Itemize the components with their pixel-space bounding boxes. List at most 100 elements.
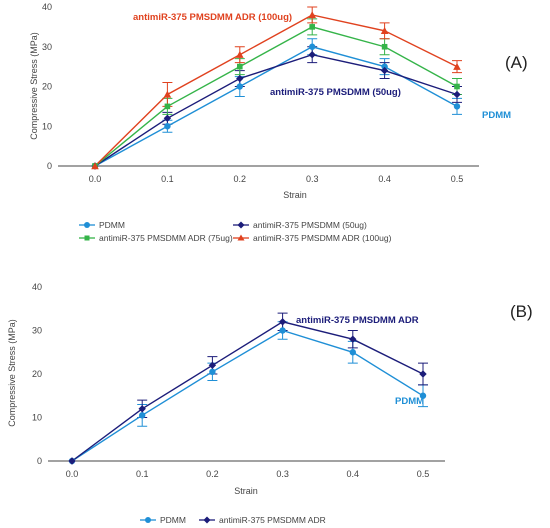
panel-b-ticks: 0 10 20 30 40 0.0 0.1 0.2 0.3 0.4 0.5 [32, 282, 429, 479]
panel-b-annotation-adr: antimiR-375 PMSDMM ADR [296, 315, 419, 326]
legend-label-pmsdmm50: antimiR-375 PMSDMM (50ug) [253, 220, 367, 230]
legend-item-b-pdmm: PDMM [140, 515, 186, 525]
legend-marker-b-adr [203, 516, 211, 524]
panel-b-point-antimir-375-pmsdmm-adr [419, 370, 427, 378]
legend-label-adr75: antimiR-375 PMSDMM ADR (75ug) [99, 233, 233, 243]
panel-a-point-antimir-375-pmsdmm-adr-100ug [236, 50, 244, 58]
panel-a-x-axis-label: Strain [283, 190, 307, 200]
panel-b-series-line-antimir-375-pmsdmm-adr [71, 321, 424, 462]
panel-a-series-line-pdmm [94, 46, 458, 167]
panel-a-point-antimir-375-pmsdmm-adr-100ug [380, 27, 389, 35]
panel-b-point-pdmm [419, 392, 427, 399]
legend-item-b-adr: antimiR-375 PMSDMM ADR [199, 515, 326, 525]
panel-a-y-tick-label: 10 [42, 121, 52, 131]
panel-a-point-antimir-375-pmsdmm-adr-100ug [91, 162, 99, 170]
panel-a-x-tick-label: 0.1 [161, 174, 174, 184]
panel-b-x-axis-label: Strain [234, 486, 258, 496]
panel-b-point-pdmm [279, 327, 286, 334]
panel-a-x-tick-label: 0.0 [89, 174, 102, 184]
panel-b-point-antimir-375-pmsdmm-adr [138, 405, 146, 413]
panel-a-point-antimir-375-pmsdmm-adr-75ug [237, 63, 243, 70]
panel-a-y-tick-label: 0 [47, 161, 52, 171]
panel-a-annotation-adr100: antimiR-375 PMSDMM ADR (100ug) [133, 12, 292, 23]
panel-a-series-line-antimir-375-pmsdmm-adr-75ug [94, 26, 458, 167]
panel-a-y-axis-label: Compressive Stress (MPa) [29, 32, 39, 140]
legend-marker-adr75 [84, 235, 90, 241]
panel-b-point-pdmm [139, 412, 146, 419]
panel-a-point-antimir-375-pmsdmm-50ug [236, 74, 244, 83]
panel-a-x-tick-label: 0.3 [306, 174, 319, 184]
legend-label-pdmm: PDMM [99, 220, 125, 230]
panel-b-x-tick-label: 0.5 [417, 469, 430, 479]
legend-label-adr100: antimiR-375 PMSDMM ADR (100ug) [253, 233, 392, 243]
panel-b-y-tick-label: 10 [32, 413, 42, 423]
panel-a-point-antimir-375-pmsdmm-adr-75ug [164, 103, 171, 110]
panel-a-point-antimir-375-pmsdmm-50ug [380, 66, 389, 75]
panel-b-y-tick-label: 20 [32, 369, 42, 379]
panel-a-point-pdmm [309, 43, 316, 50]
panel-b-x-tick-label: 0.2 [206, 469, 219, 479]
panel-b-y-tick-label: 40 [32, 282, 42, 292]
panel-a-point-antimir-375-pmsdmm-adr-75ug [454, 83, 460, 90]
panel-b-y-tick-label: 30 [32, 326, 42, 336]
panel-a-markers [91, 11, 461, 170]
panel-a-point-pdmm [164, 123, 171, 130]
legend-item-adr75: antimiR-375 PMSDMM ADR (75ug) [79, 233, 233, 243]
panel-b-x-tick-label: 0.4 [347, 469, 360, 479]
panel-a-annotation-pmsdmm50: antimiR-375 PMSDMM (50ug) [270, 87, 401, 98]
panel-a: (A) Compressive Stress (MPa) Strain 0 10 2… [29, 2, 528, 243]
panel-b-x-tick-label: 0.3 [276, 469, 289, 479]
panel-a-y-tick-label: 20 [42, 82, 52, 92]
panel-b-y-axis-label: Compressive Stress (MPa) [7, 319, 17, 427]
panel-a-point-antimir-375-pmsdmm-adr-75ug [309, 24, 315, 30]
panel-a-point-antimir-375-pmsdmm-50ug [163, 114, 172, 122]
panel-b-series-line-pdmm [71, 329, 424, 462]
panel-b-series-lines [71, 321, 424, 462]
panel-b-legend: PDMM antimiR-375 PMSDMM ADR [140, 515, 326, 525]
panel-a-series-line-antimir-375-pmsdmm-50ug [94, 53, 458, 167]
panel-a-point-antimir-375-pmsdmm-adr-100ug [163, 90, 172, 98]
legend-label-b-adr: antimiR-375 PMSDMM ADR [219, 515, 326, 525]
panel-a-point-pdmm [381, 63, 388, 70]
panel-b-annotation-pdmm: PDMM [395, 396, 424, 407]
panel-b-point-antimir-375-pmsdmm-adr [278, 318, 287, 326]
panel-b-y-tick-label: 0 [37, 456, 42, 466]
panel-a-x-tick-label: 0.2 [234, 174, 247, 184]
panel-a-y-tick-label: 40 [42, 2, 52, 12]
panel-a-series-lines [94, 14, 458, 167]
panel-a-point-pdmm [453, 103, 461, 110]
legend-item-pdmm: PDMM [79, 220, 125, 230]
panel-a-label: (A) [505, 53, 528, 72]
legend-label-b-pdmm: PDMM [160, 515, 186, 525]
legend-marker-adr100 [237, 234, 245, 241]
panel-a-x-tick-label: 0.5 [451, 174, 464, 184]
panel-b-point-antimir-375-pmsdmm-adr [349, 335, 357, 343]
panel-b-markers [68, 318, 427, 465]
panel-b-label: (B) [510, 302, 533, 321]
panel-a-x-tick-label: 0.4 [378, 174, 391, 184]
panel-a-point-antimir-375-pmsdmm-50ug [308, 51, 316, 59]
legend-item-adr100: antimiR-375 PMSDMM ADR (100ug) [233, 233, 392, 243]
legend-marker-pdmm [84, 222, 90, 228]
panel-b-x-tick-label: 0.1 [136, 469, 149, 479]
panel-a-point-pdmm [236, 83, 243, 90]
panel-b-point-antimir-375-pmsdmm-adr [68, 457, 76, 465]
panel-a-y-tick-label: 30 [42, 42, 52, 52]
legend-marker-pmsdmm50 [237, 221, 245, 229]
legend-marker-b-pdmm [145, 517, 151, 523]
panel-a-point-antimir-375-pmsdmm-50ug [453, 90, 461, 99]
panel-a-annotation-pdmm: PDMM [482, 110, 511, 121]
panel-a-point-antimir-375-pmsdmm-adr-75ug [381, 43, 388, 50]
panel-a-point-antimir-375-pmsdmm-adr-100ug [308, 11, 316, 19]
panel-a-series-line-antimir-375-pmsdmm-adr-100ug [94, 14, 458, 167]
panel-b-x-tick-label: 0.0 [66, 469, 79, 479]
panel-b-point-pdmm [209, 368, 216, 376]
panel-b: (B) Compressive Stress (MPa) Strain 0 10 2… [7, 282, 533, 525]
panel-a-point-antimir-375-pmsdmm-adr-100ug [453, 62, 461, 70]
panel-b-point-antimir-375-pmsdmm-adr [208, 361, 217, 369]
panel-a-ticks: 0 10 20 30 40 0.0 0.1 0.2 0.3 0.4 0.5 [42, 2, 463, 184]
legend-item-pmsdmm50: antimiR-375 PMSDMM (50ug) [233, 220, 367, 230]
panel-a-legend: PDMM antimiR-375 PMSDMM (50ug) antimiR-3… [79, 220, 392, 243]
panel-b-point-pdmm [349, 349, 356, 356]
